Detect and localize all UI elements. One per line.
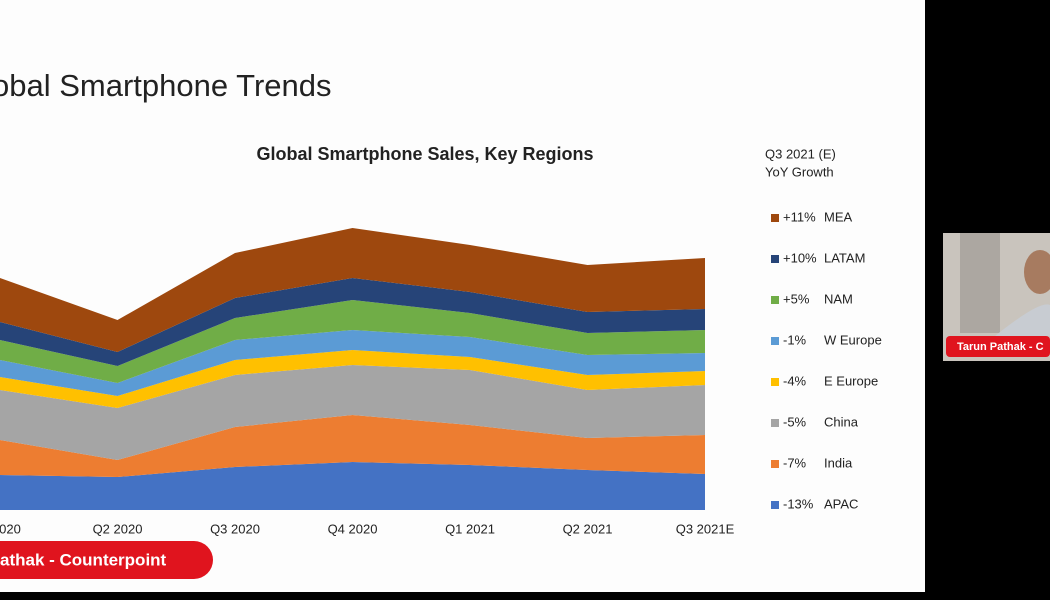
webcam-body: [995, 304, 1050, 336]
webcam: Tarun Pathak - C: [943, 233, 1050, 361]
x-tick-label: Q2 2020: [93, 521, 143, 536]
x-tick-label: 020: [0, 521, 21, 536]
x-tick-label: Q1 2021: [445, 521, 495, 536]
area: [0, 330, 705, 396]
area: [0, 228, 705, 352]
area: [0, 365, 705, 460]
legend-label: India: [824, 455, 853, 470]
area: [0, 350, 705, 408]
legend-growth: +5%: [783, 291, 810, 306]
area: [0, 300, 705, 383]
legend-growth: +11%: [783, 209, 816, 224]
legend-growth: +10%: [783, 250, 817, 265]
legend-label: APAC: [824, 496, 858, 511]
legend-label: NAM: [824, 291, 853, 306]
area: [0, 462, 705, 510]
slide-title: obal Smartphone Trends: [0, 68, 332, 103]
legend-label: LATAM: [824, 250, 865, 265]
area: [0, 278, 705, 366]
webcam-label-bg: [946, 336, 1050, 357]
legend-title: YoY Growth: [765, 164, 834, 179]
banner-bg: [0, 541, 213, 579]
speaker-banner: athak - Counterpoint: [0, 541, 213, 579]
x-tick-label: Q3 2021E: [676, 521, 735, 536]
legend-swatch: [771, 419, 779, 427]
legend-swatch: [771, 337, 779, 345]
chart-title: Global Smartphone Sales, Key Regions: [256, 144, 593, 164]
webcam-face: [1024, 250, 1050, 294]
legend-growth: -4%: [783, 373, 807, 388]
legend-swatch: [771, 378, 779, 386]
webcam-curtain: [960, 233, 1000, 333]
plot-area: [0, 228, 705, 510]
legend-growth: -1%: [783, 332, 807, 347]
legend-label: MEA: [824, 209, 853, 224]
legend-title: Q3 2021 (E): [765, 146, 836, 161]
legend-swatch: [771, 214, 779, 222]
legend-swatch: [771, 296, 779, 304]
legend-label: W Europe: [824, 332, 882, 347]
legend-label: E Europe: [824, 373, 878, 388]
banner-text: athak - Counterpoint: [0, 550, 167, 569]
legend-swatch: [771, 501, 779, 509]
legend-swatch: [771, 460, 779, 468]
legend-growth: -13%: [783, 496, 814, 511]
x-tick-label: Q4 2020: [328, 521, 378, 536]
legend-growth: -7%: [783, 455, 807, 470]
x-tick-label: Q2 2021: [563, 521, 613, 536]
legend-swatch: [771, 255, 779, 263]
legend-growth: -5%: [783, 414, 807, 429]
area: [0, 415, 705, 477]
legend-label: China: [824, 414, 859, 429]
x-tick-label: Q3 2020: [210, 521, 260, 536]
webcam-label: Tarun Pathak - C: [957, 341, 1044, 353]
